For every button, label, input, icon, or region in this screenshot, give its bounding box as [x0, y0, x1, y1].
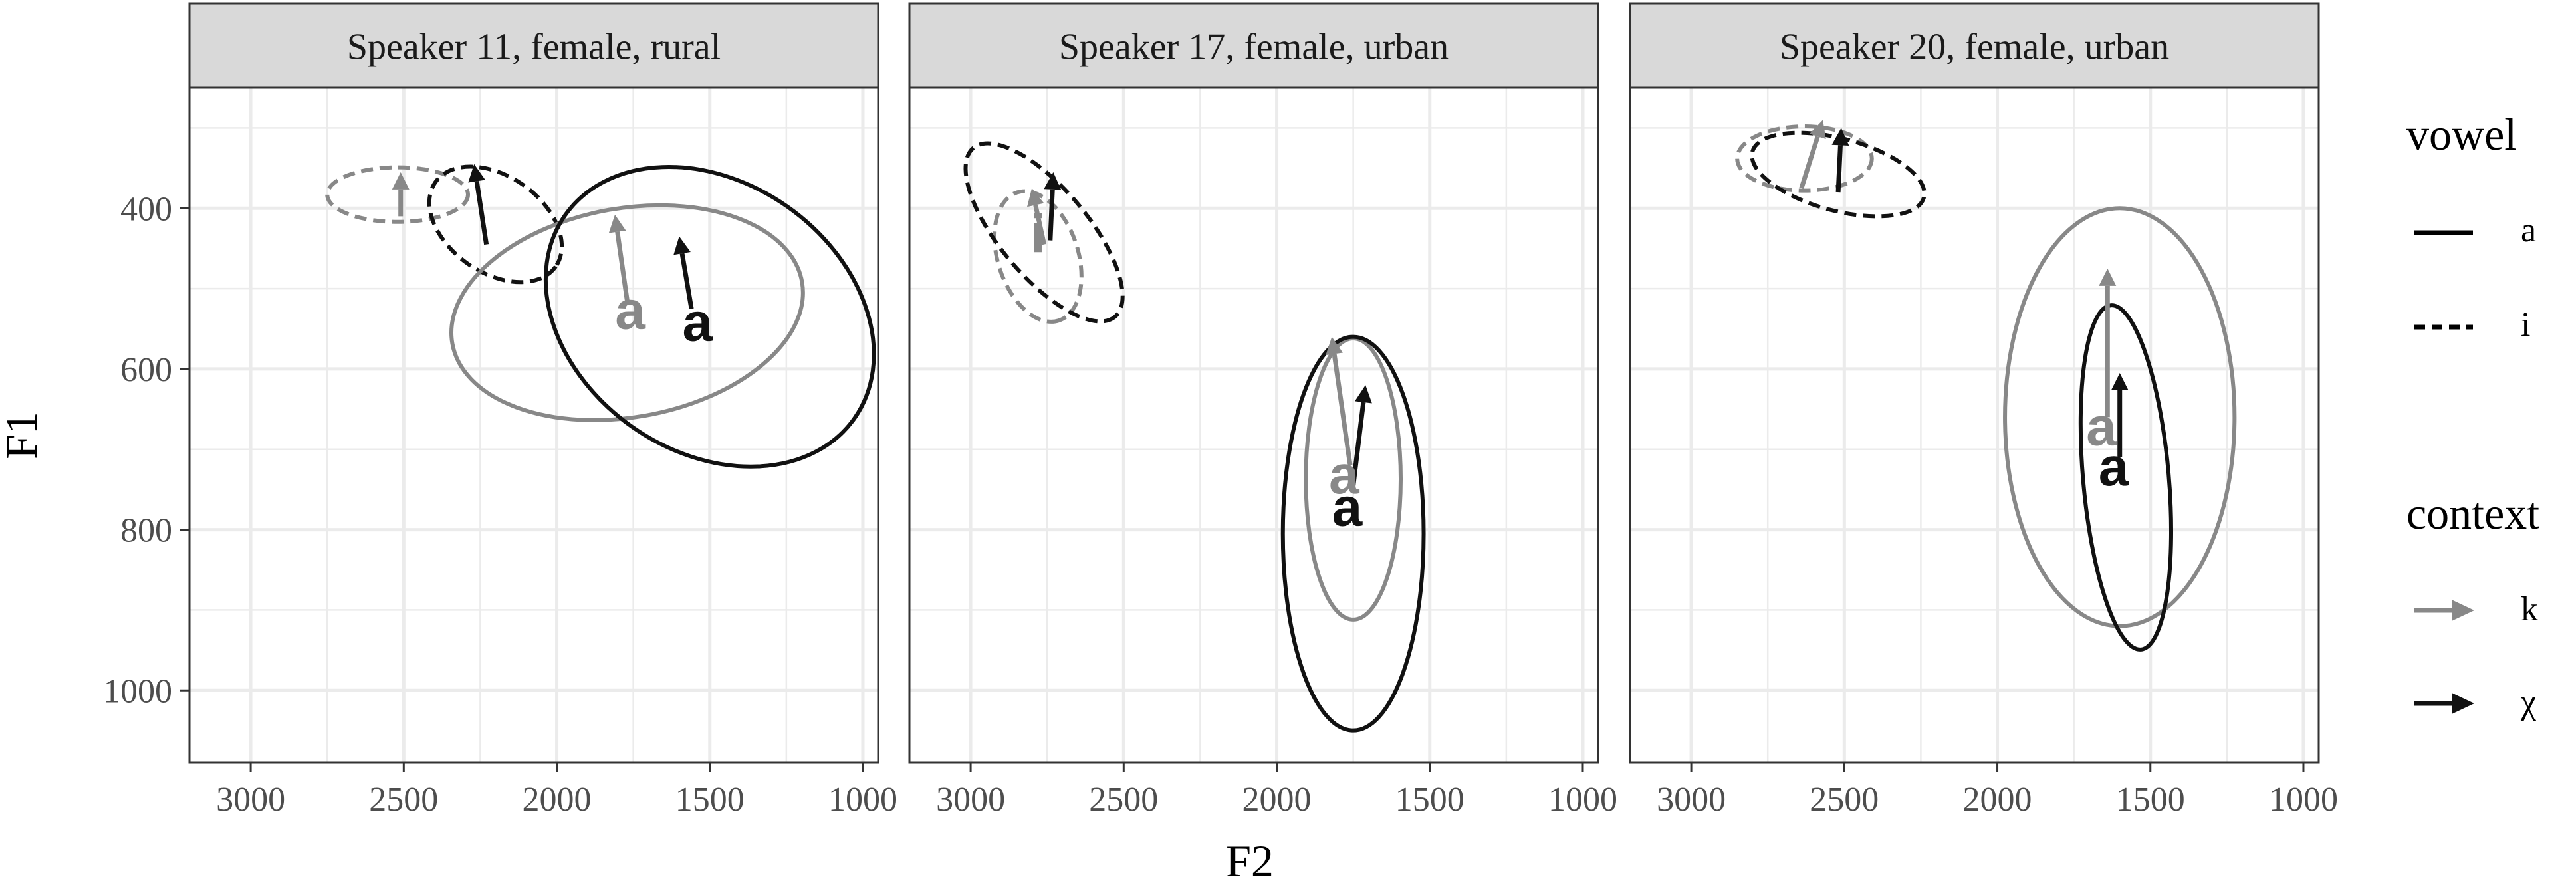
- panel-border: [188, 86, 879, 764]
- panel-data: aa: [1735, 120, 2237, 652]
- x-tick-label: 1000: [1548, 781, 1617, 819]
- axes: F2 F1: [0, 412, 1274, 885]
- arrow-a-k: [1332, 353, 1353, 466]
- legend-key-context-chi-arrowhead: [2452, 693, 2474, 714]
- ellipse-i-chi: [427, 164, 564, 285]
- x-axis-label: F2: [1226, 836, 1274, 885]
- legend-label-vowel-i: i: [2521, 306, 2530, 344]
- arrow-i-k-head: [1027, 188, 1044, 207]
- panel-1: Speaker 11, female, rural a a 3000 2500 2000 1…: [103, 2, 897, 819]
- ellipse-a-chi: [2078, 303, 2174, 652]
- panel-title: Speaker 20, female, urban: [1780, 27, 2169, 68]
- y-tick-label: 800: [120, 512, 172, 550]
- panel-strip: [188, 2, 879, 89]
- arrow-i-chi-head: [1831, 128, 1849, 146]
- ellipse-i-k: [992, 189, 1084, 324]
- x-tick-label: 1500: [675, 781, 745, 819]
- panel-data: i aa: [963, 141, 1426, 733]
- x-tick-label: 2500: [369, 781, 438, 819]
- arrow-a-k: [615, 231, 630, 301]
- ellipse-a-chi: [1280, 334, 1426, 733]
- vowel-label-k: i: [1030, 204, 1046, 265]
- vowel-label-chi: a: [1332, 477, 1363, 538]
- y-tick-label: 1000: [103, 672, 172, 710]
- arrow-i-k-head: [392, 172, 410, 190]
- legend-label-context-k: k: [2521, 590, 2538, 628]
- panel-strip: [908, 2, 1599, 89]
- panel-2: Speaker 17, female, urban i aa 3000 2500 2000…: [908, 2, 1617, 819]
- legend-title-context: context: [2406, 488, 2539, 539]
- x-tick-label: 1500: [1395, 781, 1464, 819]
- panel-background: [909, 88, 1598, 763]
- arrow-i-k: [1799, 136, 1820, 190]
- arrow-a-chi: [1351, 402, 1366, 486]
- panel-title: Speaker 17, female, urban: [1059, 27, 1449, 68]
- x-tick-label: 1000: [2269, 781, 2338, 819]
- arrow-i-k-head: [1809, 120, 1826, 140]
- panel-3: Speaker 20, female, urban aa 3000 2500 2000 1…: [1629, 2, 2338, 819]
- panel-border: [908, 86, 1599, 764]
- x-tick-label: 2500: [1089, 781, 1158, 819]
- x-tick-label: 1500: [2116, 781, 2185, 819]
- arrow-a-k-head: [2099, 268, 2117, 286]
- legend-title-vowel: vowel: [2406, 109, 2517, 160]
- panel-strip: [1629, 2, 2320, 89]
- arrow-a-chi: [679, 253, 694, 309]
- arrow-a-k-head: [608, 214, 626, 233]
- arrow-i-chi-head: [468, 164, 485, 183]
- ellipse-i-k: [1735, 124, 1874, 193]
- arrow-i-k: [1033, 204, 1047, 245]
- y-tick-label: 400: [120, 190, 172, 228]
- legend: vowel a i context k χ: [2406, 109, 2539, 721]
- arrow-a-chi-head: [673, 236, 691, 255]
- legend-label-vowel-a: a: [2521, 211, 2536, 249]
- x-tick-label: 1000: [828, 781, 897, 819]
- panel-background: [189, 88, 878, 763]
- ellipse-i-chi: [1750, 130, 1927, 219]
- arrow-i-chi: [1835, 145, 1843, 193]
- x-tick-label: 2000: [1963, 781, 2032, 819]
- ellipse-a-k: [449, 203, 805, 422]
- ellipse-i-chi: [963, 141, 1125, 324]
- panel-border: [1629, 86, 2320, 764]
- arrow-a-k-head: [1326, 336, 1343, 356]
- vowel-label-chi: a: [2099, 437, 2130, 497]
- legend-label-context-chi: χ: [2520, 684, 2536, 721]
- vowel-label-k: a: [1329, 445, 1360, 505]
- arrow-a-chi-head: [1355, 385, 1372, 404]
- panel-background: [1630, 88, 2319, 763]
- vowel-label-chi: a: [683, 293, 714, 353]
- arrow-i-chi: [474, 180, 489, 245]
- ellipse-a-chi: [543, 165, 876, 469]
- x-tick-label: 3000: [936, 781, 1005, 819]
- x-tick-label: 3000: [1657, 781, 1726, 819]
- vowel-label-k: a: [615, 281, 646, 341]
- y-axis-label: F1: [0, 412, 47, 459]
- x-tick-label: 2000: [523, 781, 592, 819]
- panel-title: Speaker 11, female, rural: [347, 27, 721, 68]
- x-tick-label: 3000: [216, 781, 285, 819]
- legend-key-context-k-arrowhead: [2452, 600, 2474, 621]
- y-tick-label: 600: [120, 351, 172, 389]
- ellipse-i-k: [325, 165, 471, 224]
- x-tick-label: 2000: [1242, 781, 1312, 819]
- ellipse-a-k: [2003, 206, 2237, 628]
- arrow-i-chi: [1048, 189, 1055, 241]
- x-tick-label: 2500: [1810, 781, 1879, 819]
- arrow-i-chi-head: [1044, 172, 1062, 190]
- vowel-label-k: a: [2086, 397, 2117, 457]
- arrow-a-chi-head: [2111, 372, 2129, 390]
